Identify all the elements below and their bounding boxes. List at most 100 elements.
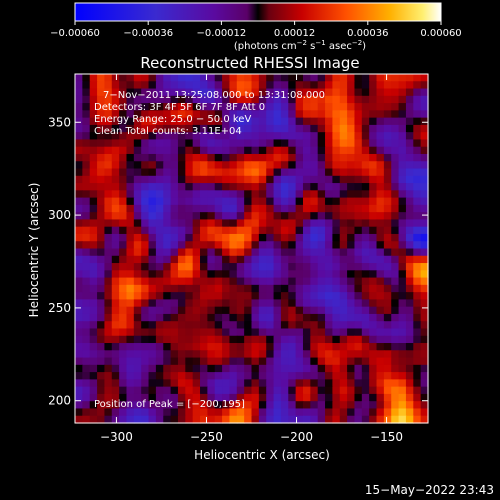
- heatmap-cell: [97, 328, 106, 337]
- heatmap-cell: [383, 299, 392, 308]
- heatmap-cell: [376, 292, 385, 300]
- heatmap-cell: [222, 284, 231, 293]
- heatmap-cell: [339, 299, 348, 308]
- heatmap-cell: [133, 153, 142, 162]
- heatmap-cell: [97, 204, 106, 213]
- heatmap-cell: [177, 270, 186, 279]
- heatmap-cell: [310, 415, 319, 424]
- heatmap-cell: [383, 277, 392, 286]
- heatmap-cell: [177, 139, 186, 148]
- heatmap-cell: [207, 277, 216, 286]
- heatmap-cell: [148, 81, 157, 90]
- heatmap-cell: [163, 263, 172, 271]
- heatmap-cell: [369, 124, 378, 133]
- heatmap-cell: [104, 313, 113, 322]
- heatmap-cell: [126, 350, 135, 359]
- heatmap-cell: [295, 110, 304, 119]
- heatmap-cell: [302, 372, 311, 380]
- heatmap-cell: [405, 233, 414, 242]
- heatmap-cell: [133, 124, 142, 133]
- heatmap-cell: [317, 241, 326, 250]
- heatmap-cell: [75, 270, 83, 279]
- heatmap-cell: [89, 350, 98, 359]
- heatmap-cell: [369, 415, 378, 424]
- heatmap-cell: [97, 335, 106, 344]
- annotation-peak-position: Position of Peak = [−200,195]: [94, 399, 245, 410]
- heatmap-cell: [361, 183, 370, 191]
- heatmap-cell: [82, 335, 91, 344]
- heatmap-cell: [405, 292, 414, 300]
- heatmap-cell: [339, 168, 348, 177]
- heatmap-cell: [258, 270, 267, 279]
- heatmap-cell: [383, 190, 392, 199]
- heatmap-cell: [170, 328, 179, 337]
- heatmap-cell: [325, 175, 333, 184]
- heatmap-cell: [376, 299, 385, 308]
- heatmap-cell: [258, 408, 267, 417]
- heatmap-cell: [155, 343, 164, 351]
- heatmap-cell: [244, 190, 253, 199]
- heatmap-cell: [148, 263, 157, 271]
- heatmap-cell: [310, 88, 319, 97]
- heatmap-cell: [369, 335, 378, 344]
- heatmap-cell: [413, 190, 422, 199]
- colorbar-tick-label: −0.00012: [197, 28, 247, 39]
- heatmap-cell: [369, 401, 378, 410]
- heatmap-cell: [170, 233, 179, 242]
- heatmap-cell: [163, 103, 172, 111]
- heatmap-cell: [413, 117, 422, 126]
- heatmap-cell: [236, 393, 245, 402]
- heatmap-cell: [376, 263, 385, 271]
- heatmap-cell: [82, 153, 91, 162]
- heatmap-cell: [185, 110, 194, 119]
- heatmap-cell: [200, 103, 208, 111]
- heatmap-cell: [82, 379, 91, 388]
- heatmap-cell: [376, 146, 385, 155]
- heatmap-cell: [420, 343, 429, 351]
- heatmap-cell: [141, 110, 150, 119]
- heatmap-cell: [177, 74, 186, 82]
- heatmap-cell: [207, 386, 216, 395]
- heatmap-cell: [104, 226, 113, 235]
- heatmap-cell: [236, 212, 245, 221]
- heatmap-cell: [347, 190, 356, 199]
- heatmap-cell: [111, 306, 120, 315]
- heatmap-cell: [280, 343, 289, 351]
- heatmap-cell: [420, 255, 429, 264]
- heatmap-cell: [273, 401, 282, 410]
- heatmap-cell: [192, 88, 201, 97]
- heatmap-cell: [391, 386, 400, 395]
- heatmap-cell: [163, 321, 172, 330]
- heatmap-cell: [75, 321, 83, 330]
- heatmap-cell: [383, 350, 392, 359]
- heatmap-cell: [302, 343, 311, 351]
- heatmap-cell: [170, 153, 179, 162]
- colorbar-tick-label: −0.00036: [123, 28, 173, 39]
- heatmap-cell: [354, 241, 363, 250]
- heatmap-cell: [155, 103, 164, 111]
- heatmap-cell: [325, 321, 333, 330]
- heatmap-cell: [361, 284, 370, 293]
- heatmap-cell: [200, 197, 208, 206]
- heatmap-cell: [185, 153, 194, 162]
- heatmap-cell: [214, 110, 223, 119]
- heatmap-cell: [192, 343, 201, 351]
- heatmap-cell: [310, 190, 319, 199]
- heatmap-cell: [97, 343, 106, 351]
- heatmap-cell: [325, 364, 333, 373]
- heatmap-cell: [420, 379, 429, 388]
- heatmap-cell: [222, 343, 231, 351]
- heatmap-cell: [391, 88, 400, 97]
- heatmap-cell: [133, 393, 142, 402]
- heatmap-cell: [75, 103, 83, 111]
- heatmap-cell: [295, 313, 304, 322]
- heatmap-cell: [244, 132, 253, 141]
- heatmap-cell: [177, 146, 186, 155]
- heatmap-cell: [185, 292, 194, 300]
- heatmap-cell: [405, 161, 414, 170]
- heatmap-cell: [185, 124, 194, 133]
- heatmap-cell: [266, 124, 275, 133]
- heatmap-cell: [170, 241, 179, 250]
- heatmap-cell: [391, 219, 400, 228]
- heatmap-cell: [288, 226, 297, 235]
